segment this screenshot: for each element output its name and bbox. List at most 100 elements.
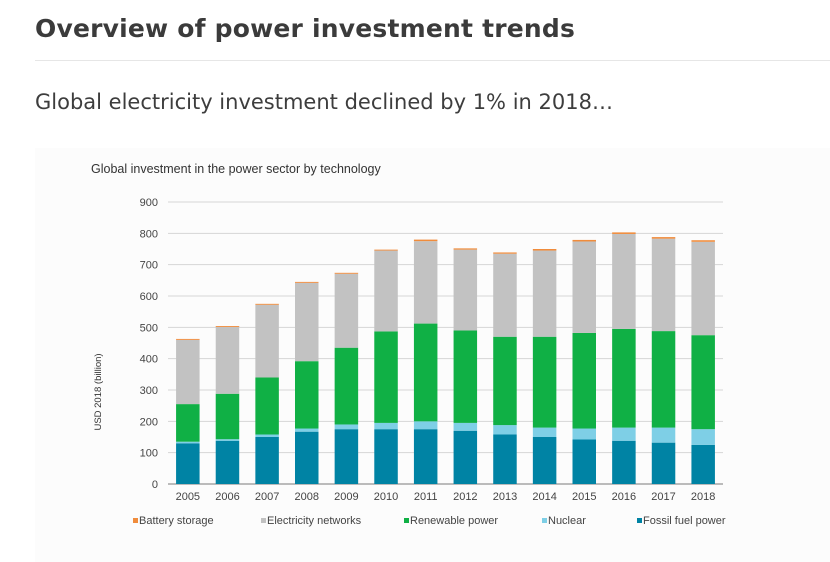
bar-segment: [374, 249, 398, 251]
bar-segment: [612, 233, 636, 329]
section-subtitle: Global electricity investment declined b…: [35, 90, 613, 114]
bar-segment: [572, 428, 596, 440]
bar-segment: [215, 440, 240, 484]
bar-segment: [295, 281, 319, 283]
bar-segment: [453, 330, 478, 423]
bar-segment: [176, 339, 200, 405]
x-tick-label: 2017: [651, 491, 675, 503]
legend-label: Renewable power: [410, 515, 498, 527]
bar-segment: [255, 377, 279, 435]
bar-segment: [413, 429, 438, 484]
bar-segment: [255, 303, 279, 305]
bar-segment: [295, 431, 319, 484]
bar-segment: [651, 331, 676, 428]
y-tick-label: 100: [140, 448, 158, 460]
bar-segment: [651, 238, 676, 332]
bar-segment: [453, 249, 478, 331]
bar-segment: [374, 429, 398, 484]
y-tick-label: 700: [140, 260, 158, 272]
bar-segment: [691, 444, 715, 484]
y-tick-label: 600: [140, 291, 158, 303]
page-title: Overview of power investment trends: [35, 14, 576, 43]
bar-segment: [572, 241, 596, 333]
bar-segment: [413, 421, 438, 430]
bar-segment: [493, 336, 517, 426]
bar-segment: [532, 427, 557, 437]
bar-segment: [572, 439, 596, 484]
bar-segment: [215, 326, 240, 328]
bar-segment: [215, 393, 240, 440]
bar-segment: [176, 404, 200, 442]
bar-segment: [334, 272, 359, 274]
y-tick-label: 800: [140, 228, 158, 240]
x-axis-ticks: 2005 2006 2007 2008 2009 2010 2011 2012 2013 2014…: [176, 491, 716, 503]
legend-swatch: [542, 518, 547, 523]
x-tick-label: 2014: [532, 491, 556, 503]
bar-segment: [532, 250, 557, 337]
bar-segment: [572, 332, 596, 429]
bar-segment: [334, 424, 359, 430]
x-tick-label: 2007: [255, 491, 279, 503]
y-axis-label: USD 2018 (billion): [93, 353, 104, 430]
bar-segment: [215, 439, 240, 441]
bar-segment: [651, 427, 676, 443]
bar-segment: [651, 237, 676, 239]
bar-segment: [532, 437, 557, 484]
investment-chart: Global investment in the power sector by…: [91, 162, 726, 527]
bar-segment: [176, 443, 200, 484]
bar-segment: [612, 328, 636, 428]
x-tick-label: 2005: [176, 491, 200, 503]
bar-segment: [493, 425, 517, 435]
bar-segment: [334, 273, 359, 348]
bar-segment: [334, 347, 359, 425]
bar-segment: [493, 253, 517, 337]
bar-segment: [413, 323, 438, 422]
x-tick-label: 2009: [334, 491, 358, 503]
legend-label: Electricity networks: [267, 515, 362, 527]
bar-segment: [176, 338, 200, 340]
bar-segment: [612, 440, 636, 484]
bar-segment: [691, 241, 715, 336]
bar-segment: [413, 241, 438, 324]
x-tick-label: 2006: [215, 491, 239, 503]
bar-segment: [255, 434, 279, 437]
chart-panel: Global investment in the power sector by…: [35, 148, 830, 562]
grid-lines: [168, 201, 723, 485]
x-tick-label: 2015: [572, 491, 596, 503]
x-tick-label: 2016: [612, 491, 636, 503]
y-tick-label: 500: [140, 322, 158, 334]
bar-segment: [295, 428, 319, 432]
y-tick-label: 300: [140, 385, 158, 397]
bar-segment: [413, 239, 438, 242]
legend-swatch: [133, 518, 138, 523]
x-tick-label: 2018: [691, 491, 715, 503]
y-axis-ticks: 0 100 200 300 400 500 600 700 800 900: [140, 197, 158, 491]
x-tick-label: 2008: [295, 491, 319, 503]
bar-segment: [453, 248, 478, 250]
bar-segment: [453, 430, 478, 484]
x-tick-label: 2010: [374, 491, 398, 503]
bar-segment: [374, 250, 398, 332]
bar-segment: [374, 331, 398, 423]
bar-segment: [691, 429, 715, 445]
bar-segment: [532, 249, 557, 251]
title-divider: [35, 60, 830, 61]
bar-segment: [493, 252, 517, 254]
y-tick-label: 0: [152, 479, 158, 491]
x-tick-label: 2013: [493, 491, 517, 503]
bar-segment: [374, 422, 398, 430]
legend-swatch: [261, 518, 266, 523]
bar-segment: [691, 335, 715, 430]
legend-label: Battery storage: [139, 515, 214, 527]
bar-segment: [572, 239, 596, 242]
bar-segment: [215, 327, 240, 394]
bar-segment: [651, 442, 676, 484]
x-tick-label: 2012: [453, 491, 477, 503]
y-tick-label: 400: [140, 354, 158, 366]
legend-swatch: [404, 518, 409, 523]
bar-segment: [612, 427, 636, 441]
legend-swatch: [637, 518, 642, 523]
legend: Battery storage Electricity networks Renew…: [133, 515, 726, 527]
legend-label: Nuclear: [548, 515, 586, 527]
bar-segment: [295, 361, 319, 429]
